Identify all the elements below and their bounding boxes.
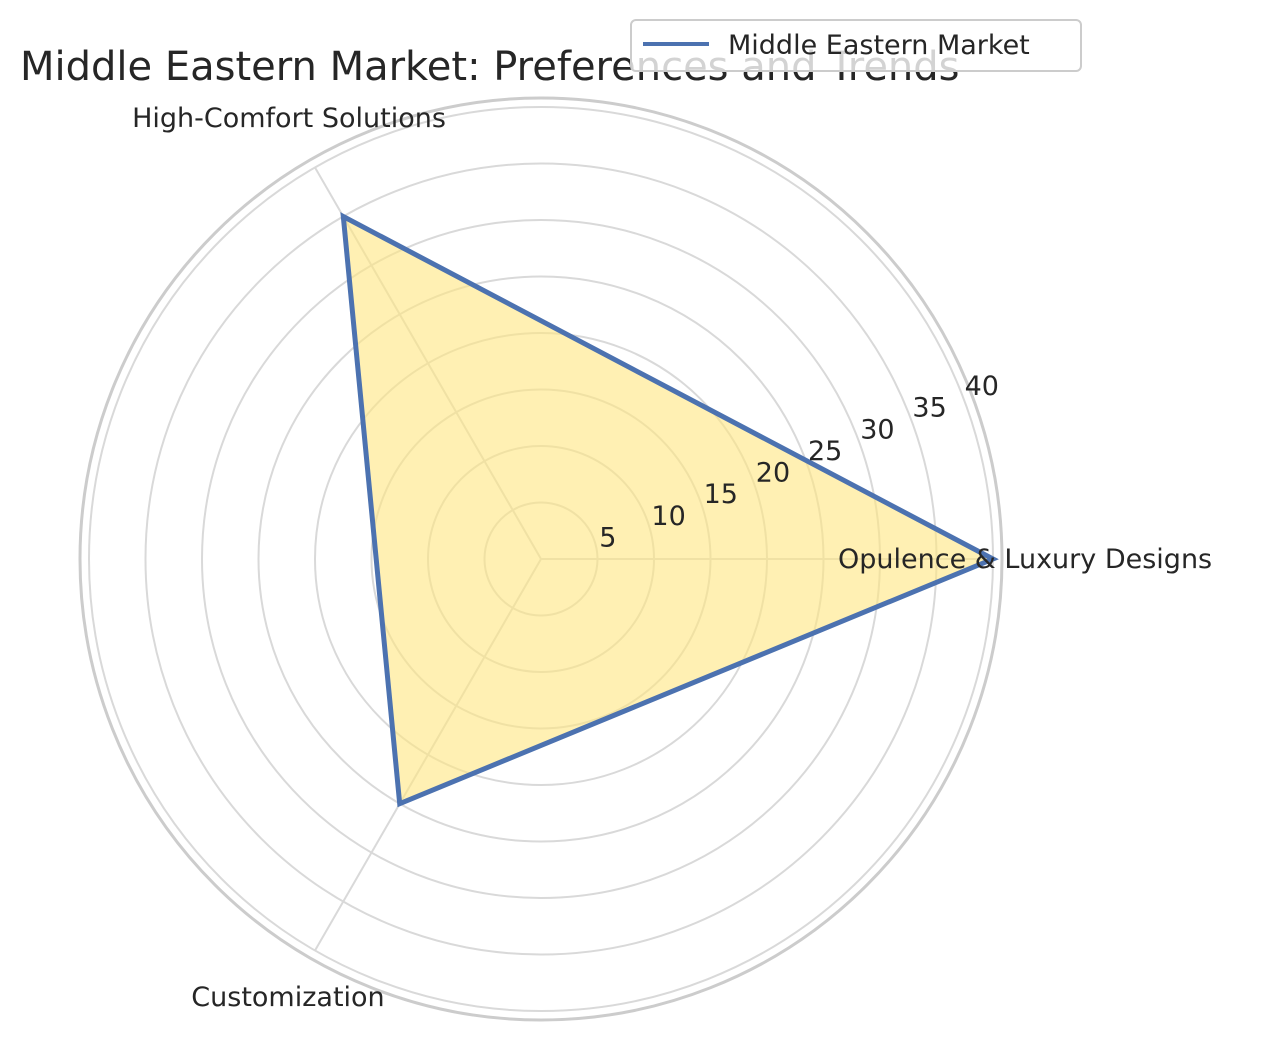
- radial-tick-label: 35: [912, 393, 946, 424]
- legend-series-label: Middle Eastern Market: [728, 30, 1030, 61]
- legend: Middle Eastern Market: [630, 19, 1082, 72]
- radial-tick-label: 15: [704, 479, 738, 510]
- radial-tick-label: 20: [756, 458, 790, 489]
- radial-tick-label: 25: [808, 436, 842, 467]
- radial-tick-label: 10: [651, 501, 685, 532]
- radial-tick-label: 5: [599, 522, 616, 553]
- polar-spine: [78, 96, 1004, 1022]
- category-label-2: Customization: [191, 982, 384, 1013]
- label-layer: 5 10 15 20 25 30 35 40 Opulence & Luxury Designs…: [132, 103, 1212, 1013]
- series-line: [340, 212, 999, 808]
- legend-box: [630, 19, 1082, 72]
- series-fill: [343, 216, 993, 804]
- radial-tick-label: 40: [965, 371, 999, 402]
- category-label-0: Opulence & Luxury Designs: [838, 544, 1212, 575]
- data-layer: [340, 212, 999, 808]
- category-label-1: High-Comfort Solutions: [132, 103, 446, 134]
- radial-tick-label: 30: [860, 414, 894, 445]
